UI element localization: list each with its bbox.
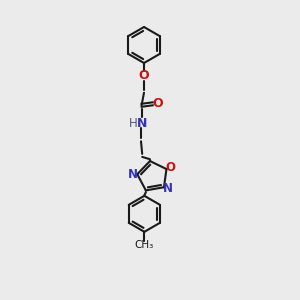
- Text: H: H: [129, 117, 138, 130]
- Text: N: N: [137, 117, 147, 130]
- Text: N: N: [163, 182, 173, 195]
- Text: N: N: [128, 168, 138, 181]
- Text: O: O: [166, 161, 176, 174]
- Text: O: O: [153, 97, 164, 110]
- Text: O: O: [139, 69, 149, 82]
- Text: CH₃: CH₃: [135, 240, 154, 250]
